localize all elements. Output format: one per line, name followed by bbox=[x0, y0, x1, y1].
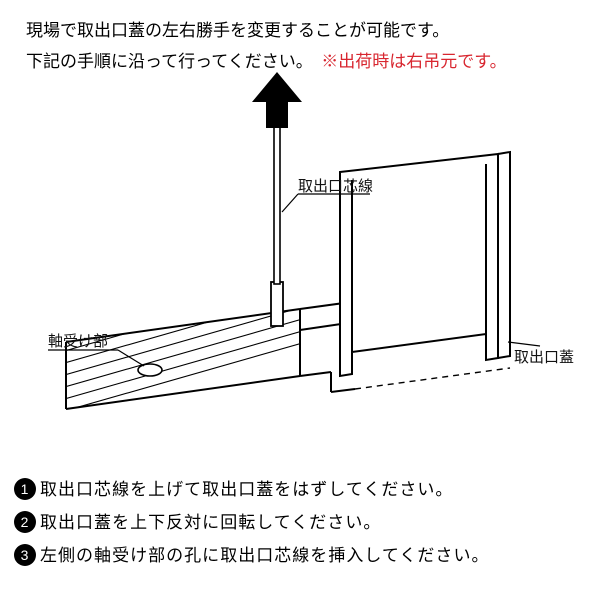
diagram-svg bbox=[0, 72, 600, 472]
step-badge-3: 3 bbox=[14, 544, 36, 566]
step-2: 2 取出口蓋を上下反対に回転してください。 bbox=[14, 506, 586, 539]
steps-list: 1 取出口芯線を上げて取出口蓋をはずしてください。 2 取出口蓋を上下反対に回転… bbox=[14, 473, 586, 572]
core-pin bbox=[271, 116, 283, 326]
label-cover: 取出口蓋 bbox=[514, 346, 574, 367]
intro-line1: 現場で取出口蓋の左右勝手を変更することが可能です。 bbox=[26, 21, 449, 40]
intro-text: 現場で取出口蓋の左右勝手を変更することが可能です。 下記の手順に沿って行ってくだ… bbox=[26, 16, 507, 77]
bearing-hole bbox=[138, 364, 162, 376]
label-core-line: 取出口芯線 bbox=[298, 175, 373, 196]
step-text-2: 取出口蓋を上下反対に回転してください。 bbox=[40, 506, 381, 539]
intro-note: ※出荷時は右吊元です。 bbox=[321, 52, 506, 71]
bearing-leader bbox=[118, 350, 144, 366]
core-leader bbox=[282, 194, 298, 212]
recess-hidden bbox=[355, 368, 510, 389]
page: 現場で取出口蓋の左右勝手を変更することが可能です。 下記の手順に沿って行ってくだ… bbox=[0, 0, 600, 600]
label-bearing: 軸受け部 bbox=[48, 330, 108, 351]
step-text-1: 取出口芯線を上げて取出口蓋をはずしてください。 bbox=[40, 473, 453, 506]
step-3: 3 左側の軸受け部の孔に取出口芯線を挿入してください。 bbox=[14, 539, 586, 572]
step-badge-1: 1 bbox=[14, 478, 36, 500]
step-badge-2: 2 bbox=[14, 511, 36, 533]
intro-line2-pre: 下記の手順に沿って行ってください。 bbox=[26, 52, 321, 71]
step-text-3: 左側の軸受け部の孔に取出口芯線を挿入してください。 bbox=[40, 539, 489, 572]
diagram: 取出口芯線 軸受け部 取出口蓋 bbox=[0, 72, 600, 472]
up-arrow-icon bbox=[252, 72, 302, 128]
step-1: 1 取出口芯線を上げて取出口蓋をはずしてください。 bbox=[14, 473, 586, 506]
